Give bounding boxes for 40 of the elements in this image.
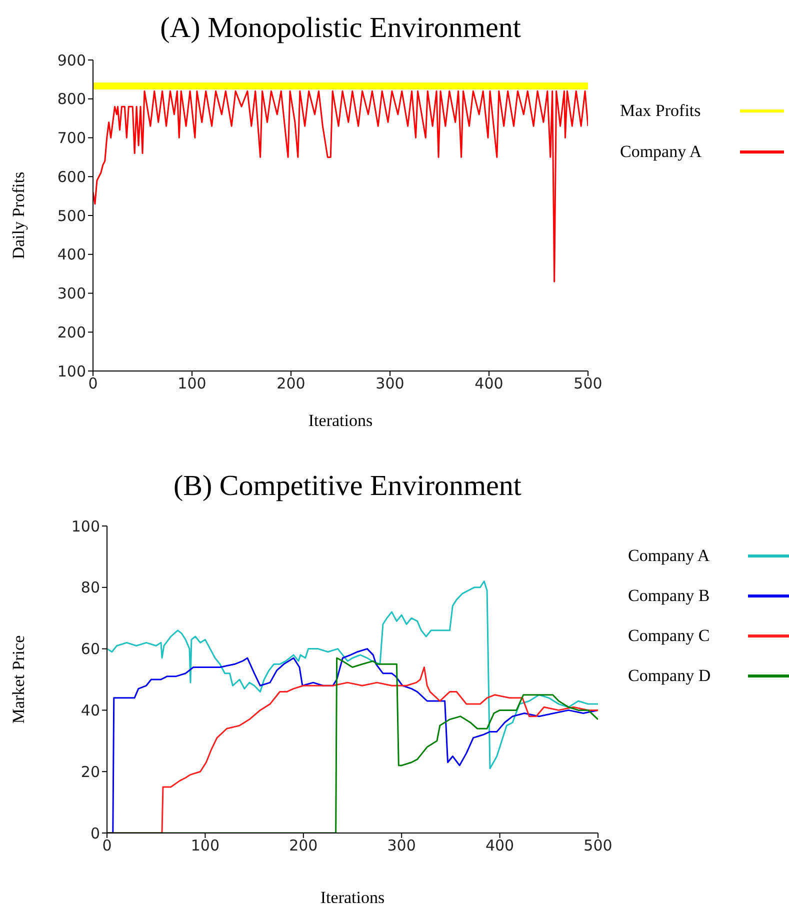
y-tick-label: 40 (80, 702, 100, 720)
y-tick-label: 400 (57, 246, 86, 264)
y-tick-label: 300 (57, 284, 86, 303)
x-tick-label: 400 (474, 374, 504, 393)
y-tick-label: 200 (57, 323, 86, 342)
legend-label: Company C (628, 626, 711, 646)
y-tick-label: 100 (57, 362, 86, 380)
legend-label: Company A (620, 142, 703, 162)
x-tick-label: 200 (276, 374, 306, 393)
line-series (93, 90, 588, 282)
legend-label: Company D (628, 666, 712, 686)
y-axis-title: Market Price (9, 635, 28, 724)
x-tick-label: 100 (190, 836, 220, 855)
y-tick-label: 500 (57, 206, 86, 225)
x-axis-title: Iterations (320, 888, 385, 907)
chart-title: (A) Monopolistic Environment (159, 11, 522, 46)
x-tick-label: 400 (485, 836, 514, 855)
y-tick-label: 800 (57, 90, 86, 108)
x-tick-label: 300 (376, 374, 404, 393)
x-tick-label: 0 (102, 836, 112, 855)
y-tick-label: 20 (80, 762, 100, 781)
y-axis-title: Daily Profits (9, 172, 28, 260)
y-tick-label: 80 (80, 578, 100, 597)
legend-label: Max Profits (620, 100, 702, 120)
x-tick-label: 200 (289, 836, 318, 855)
legend-label: Company B (628, 586, 711, 606)
line-series (107, 580, 598, 770)
y-tick-label: 700 (57, 129, 86, 148)
chart-title: (B) Competitive Environment (172, 469, 522, 504)
x-axis-title: Iterations (308, 411, 373, 430)
legend-label: Company A (628, 546, 711, 566)
x-tick-label: 500 (574, 374, 602, 393)
y-tick-label: 600 (57, 168, 86, 186)
x-tick-label: 300 (387, 836, 416, 855)
y-tick-label: 0 (90, 824, 100, 842)
x-tick-label: 500 (584, 836, 612, 855)
y-tick-label: 900 (57, 51, 86, 70)
y-tick-label: 60 (80, 640, 100, 658)
y-tick-label: 100 (71, 517, 100, 536)
x-tick-label: 100 (178, 374, 206, 393)
